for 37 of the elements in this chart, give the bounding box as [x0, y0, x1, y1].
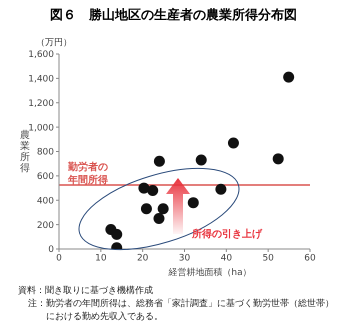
- x-tick-label: 30: [178, 253, 190, 264]
- y-axis-title: 農業所得: [20, 130, 30, 174]
- point: [154, 156, 165, 167]
- y-tick-label: 400: [36, 196, 54, 206]
- point: [140, 203, 152, 214]
- point: [158, 203, 169, 214]
- y-tick-label: 1,400: [28, 74, 54, 85]
- y-tick-label: 0: [48, 245, 54, 256]
- text: （万円）: [36, 37, 72, 49]
- point: [215, 184, 226, 195]
- x-tick-label: 10: [95, 253, 107, 264]
- x-tick-label: 50: [262, 253, 274, 264]
- y-tick-label: 1,600: [28, 50, 54, 60]
- point: [228, 137, 239, 148]
- point: [138, 182, 150, 194]
- point: [188, 197, 199, 208]
- chart-title: 図６ 勝山地区の生産者の農業所得分布図: [49, 6, 298, 24]
- point: [283, 72, 294, 83]
- annotation: 所得の引き上げ: [192, 228, 262, 241]
- y-tick-label: 1,200: [28, 98, 54, 109]
- x-axis-title: 経営耕地面積（ha）: [167, 266, 253, 279]
- text: 資料：聞き取りに基づき機構作成: [18, 284, 153, 297]
- point: [272, 153, 284, 164]
- x-tick-label: 40: [220, 253, 232, 264]
- y-tick-label: 800: [36, 148, 54, 158]
- x-tick-label: 20: [136, 253, 149, 264]
- x-tick-label: 60: [304, 253, 316, 264]
- point: [111, 228, 122, 240]
- point: [153, 213, 164, 224]
- y-tick-label: 1,000: [28, 123, 54, 134]
- text: 注：勤労者の年間所得は、総務省「家計調査」に基づく勤労世帯（総世帯）における勤め先収入である。: [28, 298, 335, 324]
- y-tick-label: 600: [36, 172, 54, 182]
- x-tick-label: 0: [56, 253, 62, 264]
- ref-line-label: 勤労者の年間所得: [68, 161, 109, 187]
- y-tick-label: 200: [36, 220, 54, 231]
- point: [196, 154, 207, 166]
- point: [147, 185, 158, 196]
